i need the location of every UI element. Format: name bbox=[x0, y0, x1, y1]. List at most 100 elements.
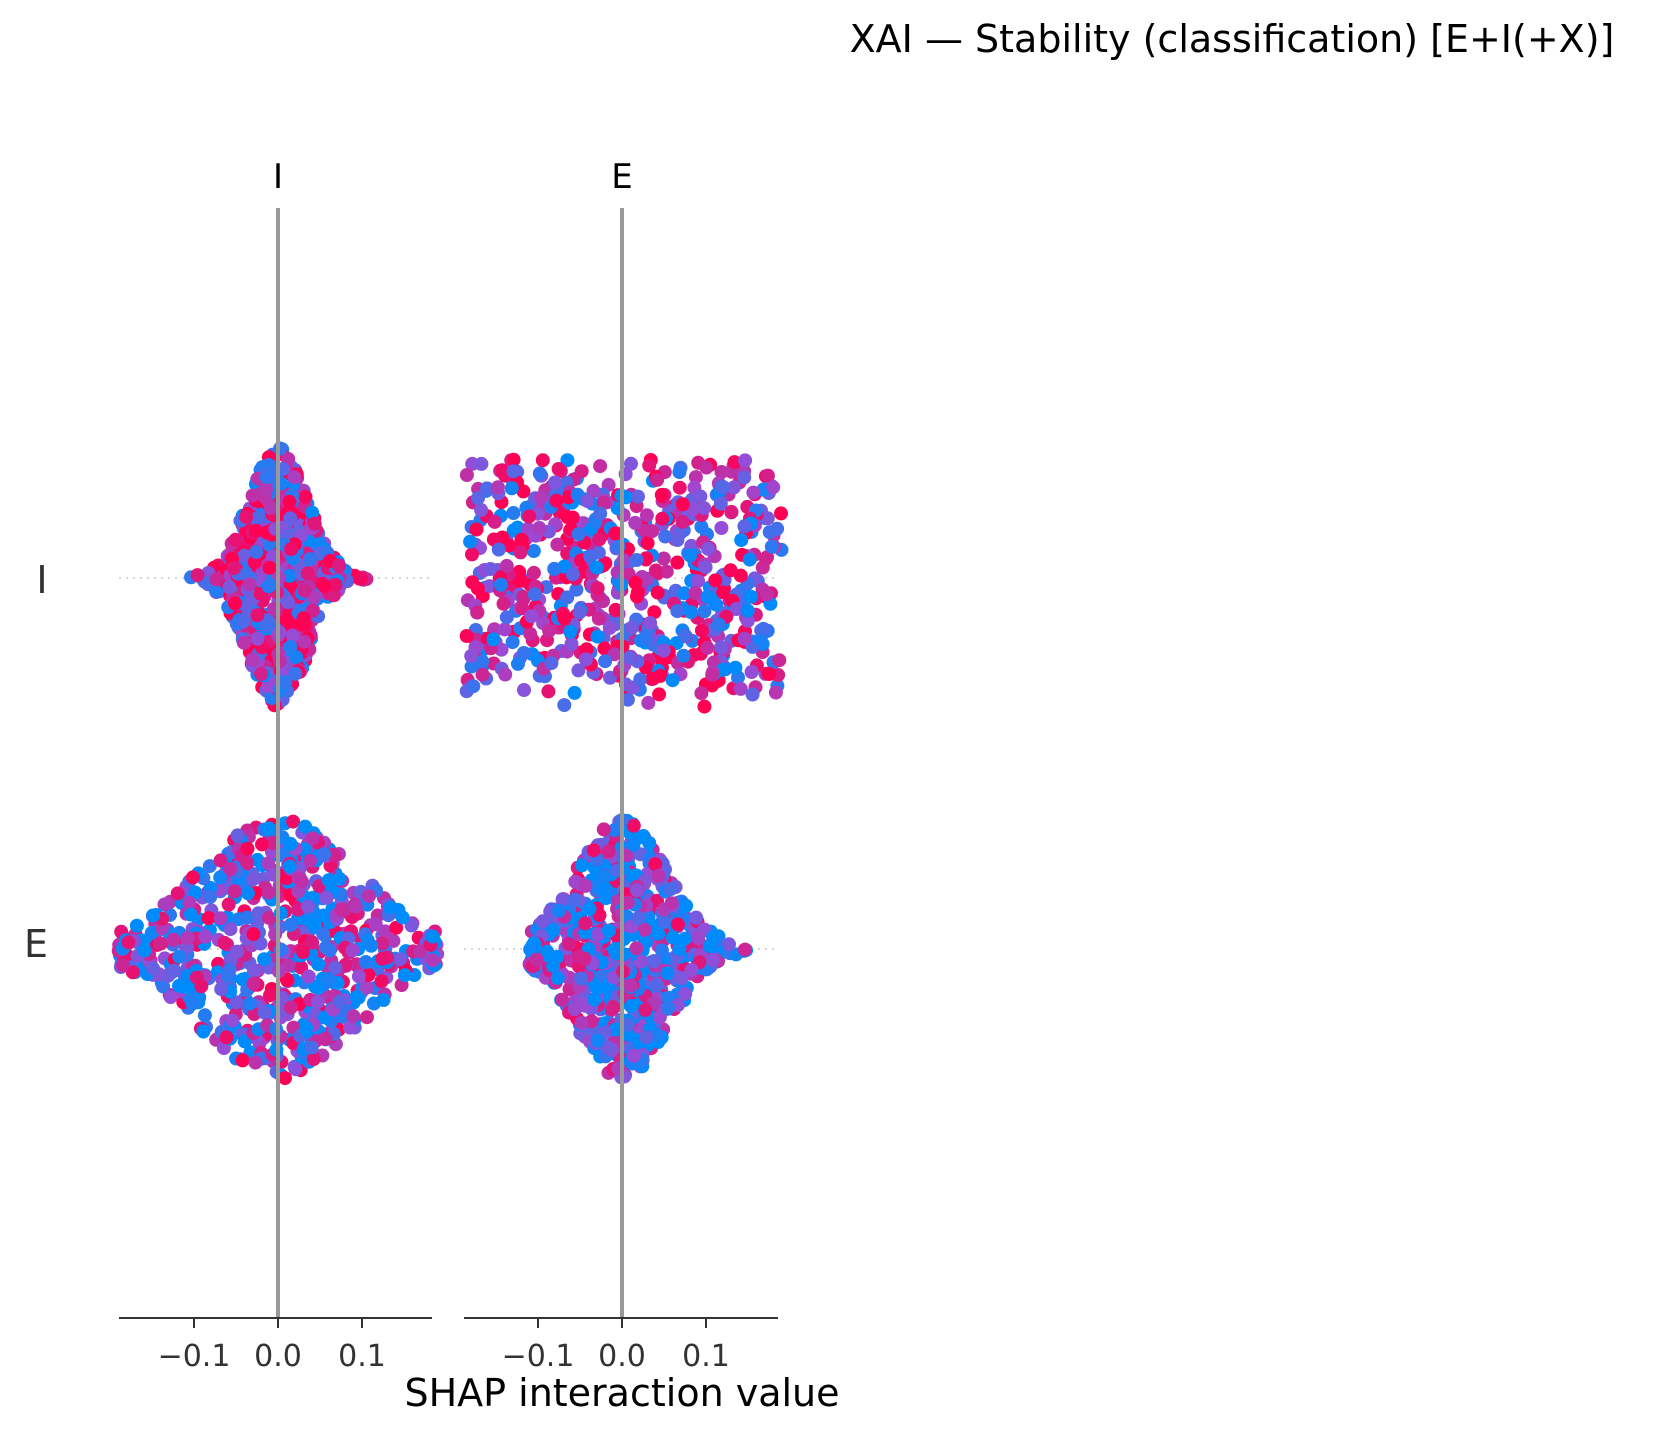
data-point bbox=[203, 889, 218, 904]
data-point bbox=[591, 611, 606, 626]
data-point bbox=[728, 660, 743, 675]
data-point bbox=[248, 1055, 263, 1070]
data-point bbox=[597, 882, 612, 897]
data-point bbox=[311, 957, 326, 972]
data-point bbox=[316, 908, 331, 923]
data-point bbox=[762, 667, 777, 681]
data-point bbox=[661, 1001, 675, 1016]
x-axes: −0.1 0.0 0.1 −0.1 0.0 0.1 bbox=[119, 1317, 778, 1374]
data-point bbox=[641, 695, 656, 710]
data-point bbox=[648, 563, 663, 578]
data-point bbox=[550, 537, 565, 552]
data-point bbox=[623, 978, 638, 993]
data-point bbox=[532, 521, 547, 535]
data-point bbox=[328, 577, 343, 592]
data-point bbox=[660, 966, 675, 981]
data-point bbox=[297, 583, 312, 598]
data-point bbox=[263, 501, 278, 516]
data-point bbox=[622, 650, 637, 665]
data-point bbox=[663, 882, 678, 896]
data-point bbox=[647, 954, 662, 968]
data-point bbox=[514, 573, 529, 588]
data-point bbox=[465, 575, 480, 590]
data-point bbox=[273, 441, 288, 456]
data-point bbox=[471, 491, 485, 506]
data-point bbox=[648, 857, 663, 872]
data-point bbox=[768, 685, 783, 700]
data-point bbox=[708, 573, 723, 588]
chart-title: XAI — Stability (classification) [E+I(+X… bbox=[850, 17, 1615, 61]
data-point bbox=[626, 837, 641, 852]
data-point bbox=[459, 468, 474, 482]
data-point bbox=[504, 481, 519, 496]
data-point bbox=[608, 602, 623, 617]
data-point bbox=[359, 980, 374, 995]
data-point bbox=[144, 926, 159, 940]
data-point bbox=[301, 969, 316, 984]
data-point bbox=[640, 536, 655, 551]
data-point bbox=[157, 897, 172, 912]
data-point bbox=[506, 452, 521, 467]
data-point bbox=[629, 883, 644, 898]
data-point bbox=[354, 571, 368, 586]
data-point bbox=[642, 836, 657, 850]
data-point bbox=[386, 933, 401, 948]
data-point bbox=[389, 920, 404, 935]
data-point bbox=[259, 618, 274, 633]
data-point bbox=[603, 670, 617, 685]
data-point bbox=[651, 868, 666, 883]
data-point bbox=[693, 489, 708, 504]
data-point bbox=[226, 561, 241, 576]
data-point bbox=[586, 483, 601, 498]
data-point bbox=[705, 667, 720, 682]
data-point bbox=[358, 955, 373, 969]
data-point bbox=[578, 652, 593, 667]
data-point bbox=[470, 605, 485, 620]
data-point bbox=[185, 870, 200, 885]
data-point bbox=[624, 456, 638, 471]
data-point bbox=[222, 962, 237, 977]
data-point bbox=[745, 687, 760, 702]
data-point bbox=[246, 976, 261, 991]
data-point bbox=[688, 586, 703, 600]
data-point bbox=[706, 929, 721, 944]
data-point bbox=[664, 896, 679, 911]
data-point bbox=[654, 943, 669, 958]
data-point bbox=[586, 843, 601, 858]
data-point bbox=[311, 981, 326, 995]
data-point bbox=[546, 923, 561, 938]
data-point bbox=[652, 1010, 667, 1025]
x-tick-label: −0.1 bbox=[158, 1339, 231, 1374]
data-point bbox=[343, 1020, 357, 1035]
data-point bbox=[555, 992, 570, 1007]
data-point bbox=[298, 819, 313, 834]
data-point bbox=[261, 821, 276, 836]
data-point bbox=[236, 614, 251, 629]
data-point bbox=[227, 884, 242, 899]
data-point bbox=[288, 1062, 303, 1077]
data-point bbox=[709, 597, 724, 612]
data-point bbox=[499, 610, 514, 625]
data-point bbox=[486, 632, 501, 647]
data-point bbox=[583, 549, 598, 564]
data-point bbox=[475, 667, 490, 682]
data-point bbox=[332, 871, 347, 886]
data-point bbox=[633, 672, 648, 687]
data-point bbox=[202, 859, 217, 874]
panel-i-e bbox=[459, 452, 789, 714]
data-point bbox=[744, 589, 759, 604]
data-point bbox=[587, 992, 602, 1007]
data-point bbox=[262, 560, 277, 575]
data-point bbox=[425, 953, 440, 968]
data-point bbox=[305, 831, 320, 846]
data-point bbox=[564, 637, 579, 651]
data-point bbox=[699, 460, 714, 475]
data-point bbox=[289, 650, 304, 665]
data-point bbox=[514, 532, 529, 547]
data-point bbox=[283, 639, 298, 654]
data-point bbox=[125, 965, 140, 980]
data-point bbox=[740, 613, 755, 628]
data-point bbox=[283, 917, 298, 932]
data-point bbox=[466, 679, 481, 694]
data-point bbox=[316, 926, 331, 941]
